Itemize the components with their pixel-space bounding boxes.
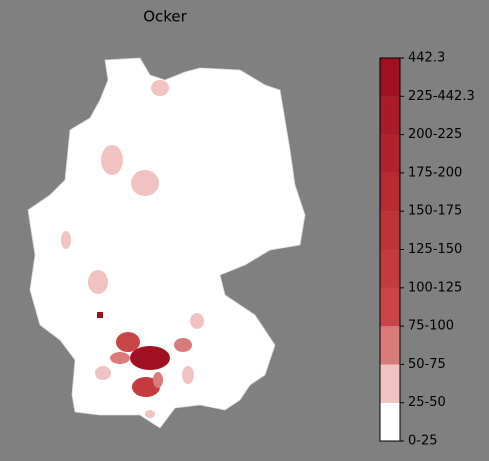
- region: [110, 352, 130, 364]
- germany-map: [27, 57, 306, 429]
- region: [97, 312, 103, 318]
- colorbar-segment: [380, 172, 400, 212]
- colorbar-segment: [380, 402, 400, 441]
- colorbar-segment: [380, 58, 400, 97]
- colorbar-segment: [380, 287, 400, 327]
- region: [190, 313, 204, 329]
- colorbar-label: 150-175: [408, 204, 462, 219]
- colorbar-label: 0-25: [408, 434, 438, 449]
- colorbar-segment: [380, 364, 400, 403]
- colorbar-label: 200-225: [408, 127, 462, 142]
- colorbar: 0-25 25-50 50-75 75-100 100-125 125-150 150-17…: [379, 51, 475, 449]
- country-outline: [27, 57, 306, 429]
- region: [101, 145, 123, 175]
- colorbar-label: 175-200: [408, 165, 462, 180]
- colorbar-label: 442.3: [408, 51, 445, 66]
- region: [61, 231, 71, 249]
- region: [174, 338, 192, 352]
- region: [95, 366, 111, 380]
- colorbar-segment: [380, 211, 400, 250]
- region: [153, 372, 163, 388]
- colorbar-segment: [380, 96, 400, 135]
- colorbar-label: 125-150: [408, 242, 462, 257]
- region: [131, 170, 159, 196]
- colorbar-label: 100-125: [408, 280, 462, 295]
- colorbar-label: 50-75: [408, 357, 446, 372]
- colorbar-segment: [380, 134, 400, 173]
- region: [130, 346, 170, 370]
- region: [145, 410, 155, 418]
- colorbar-label: 25-50: [408, 395, 446, 410]
- region: [132, 377, 160, 397]
- region: [182, 366, 194, 384]
- colorbar-label: 75-100: [408, 319, 454, 334]
- colorbar-label: 225-442.3: [408, 89, 475, 104]
- region: [151, 80, 169, 96]
- colorbar-segment: [380, 326, 400, 365]
- map-title: Ocker: [143, 8, 187, 26]
- region: [116, 332, 140, 352]
- region: [88, 270, 108, 294]
- colorbar-segment: [380, 249, 400, 288]
